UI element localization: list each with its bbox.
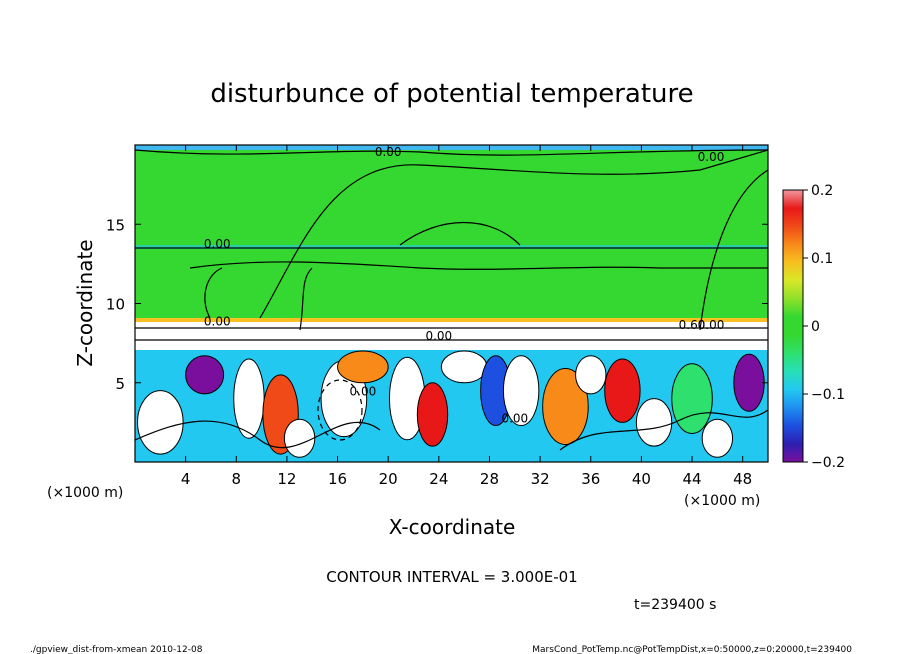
colorbar-tick-label: 0	[811, 319, 820, 335]
contour-line	[699, 169, 768, 331]
colorbar-tick-label: −0.2	[811, 455, 845, 471]
contour-line	[299, 267, 313, 331]
convective-cell	[440, 350, 488, 384]
colorbar-tick-label: 0.1	[811, 251, 833, 267]
contour-line	[204, 267, 223, 319]
convective-cell	[604, 358, 641, 423]
convective-cell	[137, 390, 184, 455]
contour-lines	[135, 149, 768, 451]
contour-label: 0.00	[698, 150, 725, 164]
colorbar: 0.2 0.1 0 −0.1 −0.2	[782, 183, 845, 471]
colorbar-tick-label: 0.2	[811, 183, 833, 199]
heatmap-field: 0.000.000.000.00 0.000.600.000.000.00	[135, 145, 768, 462]
convective-cell	[502, 355, 540, 427]
convective-cell	[701, 418, 734, 458]
chart-title: disturbunce of potential temperature	[210, 79, 693, 109]
x-tick-label: 12	[277, 470, 296, 488]
convective-cell	[733, 353, 765, 412]
contour-line	[135, 149, 768, 156]
contour-label: 0.60	[679, 318, 706, 332]
convective-cell	[233, 358, 265, 439]
colorbar-bar	[782, 189, 804, 463]
contour-label: 0.00	[698, 318, 725, 332]
y-tick-label: 5	[115, 375, 125, 393]
x-axis-ticks: 4 8 12 16 20 24 28 32 36 40 44 48	[181, 145, 752, 488]
footer-left: ./gpview_dist-from-xmean 2010-12-08	[30, 645, 203, 654]
inversion-yellow	[135, 318, 768, 322]
x-tick-label: 16	[328, 470, 347, 488]
colorbar-ticks: 0.2 0.1 0 −0.1 −0.2	[803, 183, 845, 471]
convective-cell	[635, 398, 673, 447]
x-tick-label: 8	[232, 470, 242, 488]
contour-label: 0.00	[204, 237, 231, 251]
contour-line	[559, 409, 768, 451]
contour-interval-text: CONTOUR INTERVAL = 3.000E-01	[326, 568, 577, 586]
x-tick-label: 40	[632, 470, 651, 488]
inversion-layer	[135, 320, 768, 350]
x-tick-label: 20	[379, 470, 398, 488]
footer-right: MarsCond_PotTemp.nc@PotTempDist,x=0:5000…	[532, 645, 852, 654]
y-tick-label: 15	[106, 216, 125, 234]
convective-cell	[542, 367, 589, 446]
convective-cell	[671, 363, 713, 434]
y-unit-label: (×1000 m)	[47, 485, 123, 501]
convective-cell	[283, 418, 316, 458]
x-tick-label: 48	[733, 470, 752, 488]
top-blue-strip	[135, 145, 768, 150]
convective-cell	[337, 350, 389, 384]
y-tick-label: 10	[106, 296, 125, 314]
contour-label: 0.00	[501, 411, 528, 425]
mid-band	[135, 245, 768, 249]
colorbar-tick-label: −0.1	[811, 387, 845, 403]
y-axis-ticks: 5 10 15	[106, 216, 768, 393]
convective-cell	[416, 382, 449, 447]
contour-line	[259, 149, 768, 319]
contour-line	[317, 379, 363, 441]
contour-line	[189, 261, 768, 270]
convective-cell	[185, 355, 225, 395]
x-tick-label: 4	[181, 470, 191, 488]
x-tick-label: 32	[531, 470, 550, 488]
x-tick-label: 44	[682, 470, 701, 488]
x-tick-label: 36	[581, 470, 600, 488]
y-axis-label: Z-coordinate	[73, 239, 97, 366]
time-text: t=239400 s	[634, 597, 716, 613]
convective-cell	[575, 355, 607, 395]
contour-label: 0.00	[375, 145, 402, 159]
convective-cells	[137, 350, 765, 458]
contour-label: 0.00	[350, 384, 377, 398]
x-unit-label: (×1000 m)	[684, 493, 760, 509]
contour-label-group: 0.000.000.000.00 0.000.600.000.000.00	[204, 145, 724, 425]
contour-line	[399, 221, 521, 246]
x-axis-label: X-coordinate	[389, 515, 516, 539]
contour-line	[135, 420, 381, 449]
contour-label: 0.00	[204, 315, 231, 329]
x-tick-label: 28	[480, 470, 499, 488]
x-tick-label: 24	[429, 470, 448, 488]
contour-label: 0.00	[425, 329, 452, 343]
